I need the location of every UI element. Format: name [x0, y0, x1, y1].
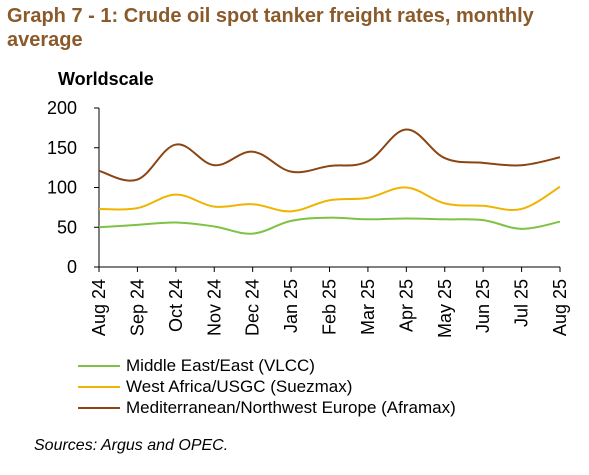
y-tick-label: 100 — [47, 178, 77, 198]
x-tick-label: Mar 25 — [358, 279, 378, 335]
legend-swatch — [78, 364, 120, 367]
x-tick-label: Jul 25 — [512, 279, 532, 327]
legend-item: Middle East/East (VLCC) — [78, 355, 456, 376]
legend-swatch — [78, 385, 120, 388]
series-line-1 — [98, 185, 561, 213]
x-tick-label: Aug 24 — [89, 279, 109, 336]
legend-label: West Africa/USGC (Suezmax) — [126, 376, 353, 396]
x-tick-label: Jun 25 — [473, 279, 493, 333]
legend-label: Mediterranean/Northwest Europe (Aframax) — [126, 397, 456, 417]
x-ticks: Aug 24 Sep 24 Oct 24 Nov 24 Dec 24 Jan 25 Feb … — [89, 267, 570, 338]
x-tick-label: Oct 24 — [166, 279, 186, 332]
legend-swatch — [78, 406, 120, 409]
legend-item: West Africa/USGC (Suezmax) — [78, 376, 456, 397]
series-line-2 — [98, 128, 561, 182]
x-tick-label: Aug 25 — [550, 279, 570, 336]
chart-title: Graph 7 - 1: Crude oil spot tanker freig… — [7, 5, 534, 51]
y-tick-label: 0 — [67, 257, 77, 277]
series-line-0 — [98, 216, 561, 235]
axes — [98, 108, 560, 268]
legend: Middle East/East (VLCC) West Africa/USGC … — [78, 355, 456, 418]
legend-item: Mediterranean/Northwest Europe (Aframax) — [78, 397, 456, 418]
y-axis-label: Worldscale — [58, 69, 154, 89]
series-lines — [98, 128, 561, 235]
x-tick-label: Dec 24 — [243, 279, 263, 336]
x-tick-label: Apr 25 — [396, 279, 416, 332]
legend-label: Middle East/East (VLCC) — [126, 355, 315, 375]
x-tick-label: May 25 — [435, 279, 455, 338]
x-tick-label: Nov 24 — [204, 279, 224, 336]
y-ticks: 0 50 100 150 200 — [47, 98, 99, 277]
source-note: Sources: Argus and OPEC. — [34, 437, 229, 454]
y-tick-label: 150 — [47, 138, 77, 158]
x-tick-label: Jan 25 — [281, 279, 301, 333]
x-tick-label: Feb 25 — [320, 279, 340, 335]
y-tick-label: 50 — [57, 217, 77, 237]
x-tick-label: Sep 24 — [127, 279, 147, 336]
y-tick-label: 200 — [47, 98, 77, 118]
